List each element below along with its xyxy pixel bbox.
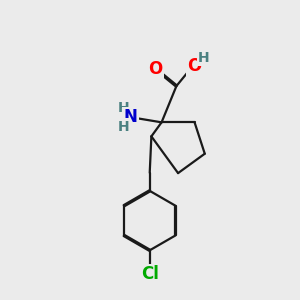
Text: Cl: Cl [141, 266, 159, 284]
Text: O: O [188, 57, 202, 75]
Text: N: N [123, 108, 137, 126]
Text: H: H [198, 51, 210, 65]
Text: H: H [118, 101, 129, 115]
Text: H: H [118, 120, 129, 134]
Text: O: O [148, 61, 163, 79]
